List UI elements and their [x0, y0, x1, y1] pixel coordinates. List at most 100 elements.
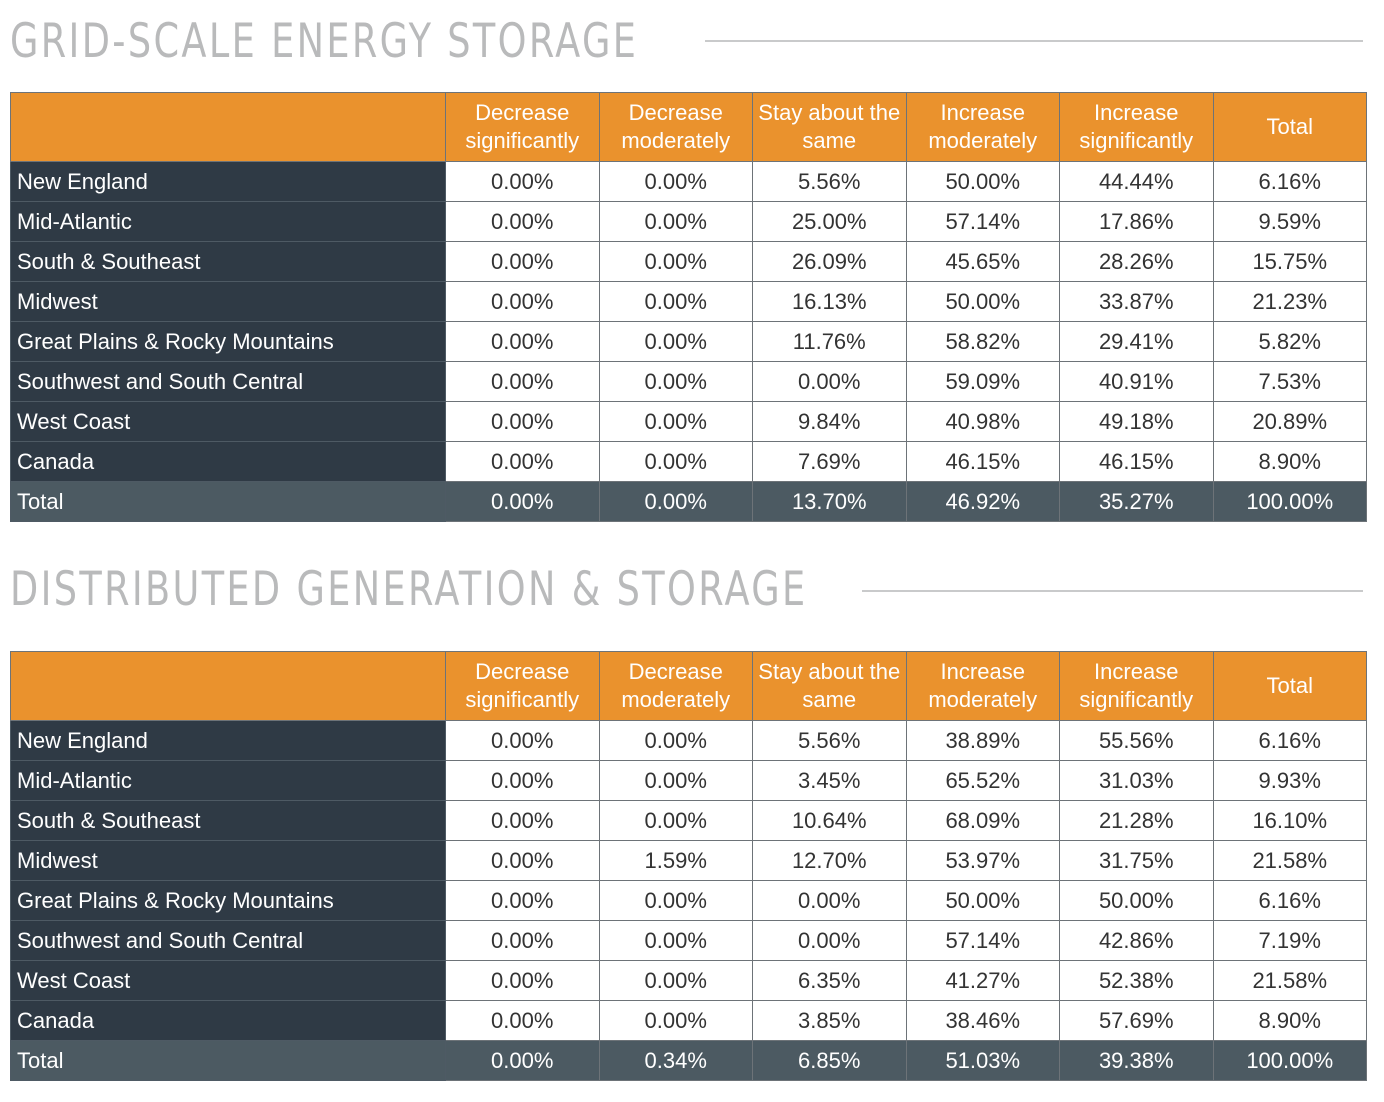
table-cell: 57.14% [905, 920, 1060, 961]
table-cell: 1.59% [598, 840, 753, 881]
table-cell: 42.86% [1059, 920, 1214, 961]
row-label: West Coast [10, 960, 446, 1001]
table-cell: 11.76% [752, 321, 907, 362]
column-header: Stay about the same [752, 651, 907, 721]
header-row: Decrease significantly Decrease moderately S… [10, 92, 1367, 162]
table-cell: 6.16% [1212, 720, 1367, 761]
column-header: Decrease significantly [445, 651, 600, 721]
table-cell: 38.89% [905, 720, 1060, 761]
table-cell: 45.65% [905, 241, 1060, 282]
table-cell: 21.58% [1212, 960, 1367, 1001]
table-cell: 50.00% [905, 161, 1060, 202]
table-cell: 9.93% [1212, 760, 1367, 801]
table-cell: 8.90% [1212, 441, 1367, 482]
table-cell: 5.56% [752, 161, 907, 202]
table-cell: 0.00% [598, 880, 753, 921]
table-cell: 21.58% [1212, 840, 1367, 881]
table-cell: 33.87% [1059, 281, 1214, 322]
header-row: Decrease significantly Decrease moderately S… [10, 651, 1367, 721]
table-cell: 0.00% [445, 321, 600, 362]
table-cell: 0.00% [598, 441, 753, 482]
table-cell: 5.82% [1212, 321, 1367, 362]
table-row: West Coast 0.00% 0.00% 9.84% 40.98% 49.18% 20.… [10, 401, 1367, 442]
table-cell: 0.00% [445, 361, 600, 402]
table-cell: 28.26% [1059, 241, 1214, 282]
table-cell: 26.09% [752, 241, 907, 282]
table-cell: 8.90% [1212, 1000, 1367, 1041]
table-cell: 0.00% [598, 201, 753, 242]
table-cell: 41.27% [905, 960, 1060, 1001]
table-cell: 9.84% [752, 401, 907, 442]
table-cell: 6.35% [752, 960, 907, 1001]
table-cell: 46.92% [905, 481, 1060, 522]
table-cell: 16.13% [752, 281, 907, 322]
row-label: Total [10, 481, 446, 522]
row-label: Canada [10, 1000, 446, 1041]
column-header: Decrease moderately [598, 651, 753, 721]
row-label: Mid-Atlantic [10, 201, 446, 242]
row-label: Mid-Atlantic [10, 760, 446, 801]
table-cell: 0.00% [445, 880, 600, 921]
row-label: South & Southeast [10, 241, 446, 282]
table-cell: 46.15% [1059, 441, 1214, 482]
table-cell: 52.38% [1059, 960, 1214, 1001]
table-cell: 3.45% [752, 760, 907, 801]
table-cell: 5.56% [752, 720, 907, 761]
row-label: Canada [10, 441, 446, 482]
section-title: DISTRIBUTED GENERATION & STORAGE [10, 562, 808, 617]
table-cell: 53.97% [905, 840, 1060, 881]
section-heading-grid-scale: GRID-SCALE ENERGY STORAGE [10, 14, 815, 69]
table-cell: 31.03% [1059, 760, 1214, 801]
table-row: New England 0.00% 0.00% 5.56% 50.00% 44.44% 6.… [10, 161, 1367, 202]
table-cell: 0.00% [598, 241, 753, 282]
table-cell: 46.15% [905, 441, 1060, 482]
table-cell: 0.00% [445, 800, 600, 841]
row-label: Great Plains & Rocky Mountains [10, 880, 446, 921]
table-row: South & Southeast 0.00% 0.00% 10.64% 68.09% 2… [10, 800, 1367, 841]
table-cell: 31.75% [1059, 840, 1214, 881]
table-cell: 0.00% [598, 281, 753, 322]
table-row: Southwest and South Central 0.00% 0.00% 0.0… [10, 361, 1367, 402]
column-header: Stay about the same [752, 92, 907, 162]
table-row: Southwest and South Central 0.00% 0.00% 0.0… [10, 920, 1367, 961]
table-cell: 49.18% [1059, 401, 1214, 442]
table-row: Midwest 0.00% 1.59% 12.70% 53.97% 31.75% 21.58… [10, 840, 1367, 881]
table-cell: 9.59% [1212, 201, 1367, 242]
table-row: West Coast 0.00% 0.00% 6.35% 41.27% 52.38% 21.… [10, 960, 1367, 1001]
table-cell: 16.10% [1212, 800, 1367, 841]
table-cell: 38.46% [905, 1000, 1060, 1041]
table-cell: 20.89% [1212, 401, 1367, 442]
row-label: West Coast [10, 401, 446, 442]
table-cell: 0.00% [598, 760, 753, 801]
table-cell: 7.69% [752, 441, 907, 482]
table-cell: 40.98% [905, 401, 1060, 442]
distributed-table: Decrease significantly Decrease moderately S… [10, 651, 1367, 1081]
table-cell: 0.00% [445, 481, 600, 522]
table-cell: 35.27% [1059, 481, 1214, 522]
table-cell: 0.00% [445, 1000, 600, 1041]
table-cell: 0.00% [445, 441, 600, 482]
table-cell: 0.34% [598, 1040, 753, 1081]
row-label: New England [10, 161, 446, 202]
table-cell: 0.00% [445, 840, 600, 881]
section-heading-distributed: DISTRIBUTED GENERATION & STORAGE [10, 562, 1033, 617]
row-label: Midwest [10, 840, 446, 881]
table-cell: 21.23% [1212, 281, 1367, 322]
table-row: Great Plains & Rocky Mountains 0.00% 0.00%… [10, 880, 1367, 921]
table-cell: 68.09% [905, 800, 1060, 841]
table-cell: 100.00% [1212, 481, 1367, 522]
table-row: Mid-Atlantic 0.00% 0.00% 25.00% 57.14% 17.86%… [10, 201, 1367, 242]
table-cell: 57.14% [905, 201, 1060, 242]
table-cell: 3.85% [752, 1000, 907, 1041]
table-cell: 0.00% [598, 481, 753, 522]
table-cell: 50.00% [1059, 880, 1214, 921]
column-header: Total [1212, 92, 1367, 162]
section-title: GRID-SCALE ENERGY STORAGE [10, 14, 639, 69]
table-cell: 55.56% [1059, 720, 1214, 761]
table-cell: 7.19% [1212, 920, 1367, 961]
table-cell: 7.53% [1212, 361, 1367, 402]
table-row: Mid-Atlantic 0.00% 0.00% 3.45% 65.52% 31.03% 9… [10, 760, 1367, 801]
table-row: Canada 0.00% 0.00% 3.85% 38.46% 57.69% 8.90% [10, 1000, 1367, 1041]
row-label: Midwest [10, 281, 446, 322]
table-cell: 0.00% [598, 161, 753, 202]
